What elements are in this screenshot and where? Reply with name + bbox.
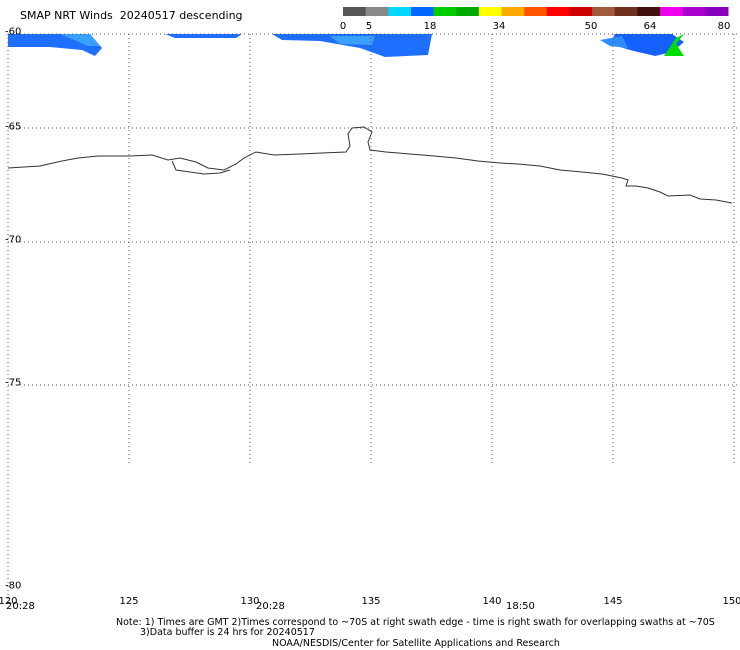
lat-label-65: -65 — [5, 121, 22, 133]
swath-right-green — [664, 34, 684, 56]
swath-left-light — [60, 34, 100, 46]
color-scale-bar — [343, 7, 729, 16]
lat-label-75: -75 — [5, 377, 22, 389]
scale-segment — [388, 7, 412, 16]
lat-label-60: -60 — [5, 26, 22, 38]
lon-label-130: 130 — [240, 596, 260, 607]
lat-label-80: -80 — [5, 580, 22, 592]
scale-segment — [410, 7, 435, 16]
lon-label-140: 140 — [482, 596, 502, 607]
scale-segment — [456, 7, 480, 16]
scale-label: 18 — [423, 21, 437, 32]
scale-segment — [501, 7, 525, 16]
scale-segment — [478, 7, 503, 16]
scale-label: 34 — [492, 21, 506, 32]
scale-segment — [569, 7, 593, 16]
lon-label-125: 125 — [119, 596, 139, 607]
swath-center — [272, 34, 432, 57]
swath-time-2: 20:28 — [256, 601, 285, 612]
lon-label-150: 150 — [722, 596, 740, 607]
map-title: SMAP NRT Winds 20240517 descending — [20, 9, 243, 22]
scale-segment — [660, 7, 684, 16]
swath-right-light — [600, 36, 628, 48]
scale-segment — [343, 7, 367, 16]
scale-segment — [682, 7, 706, 16]
wind-swaths — [8, 34, 684, 57]
coastline-bay — [171, 160, 231, 175]
note-line-3: NOAA/NESDIS/Center for Satellite Applica… — [272, 638, 560, 649]
lon-label-135: 135 — [361, 596, 381, 607]
scale-label: 5 — [365, 21, 373, 32]
scale-segment — [705, 7, 729, 16]
lon-label-145: 145 — [603, 596, 623, 607]
scale-label: 0 — [339, 21, 347, 32]
lon-label-120: 120 — [0, 596, 18, 607]
scale-label: 50 — [584, 21, 598, 32]
swath-time-1: 20:28 — [6, 601, 35, 612]
lat-label-70: -70 — [5, 234, 22, 246]
swath-time-3: 18:50 — [506, 601, 535, 612]
swath-center-left — [165, 34, 242, 38]
scale-segment — [365, 7, 389, 16]
scale-label: 64 — [643, 21, 657, 32]
swath-right — [610, 34, 684, 56]
note-line-2: 3)Data buffer is 24 hrs for 20240517 — [140, 627, 315, 638]
scale-label: 80 — [717, 21, 731, 32]
coastline — [7, 126, 733, 204]
scale-segment — [524, 7, 548, 16]
scale-segment — [592, 7, 616, 16]
graticule — [7, 33, 740, 600]
scale-segment — [433, 7, 457, 16]
swath-center-light — [330, 36, 375, 45]
scale-segment — [546, 7, 570, 16]
scale-segment — [637, 7, 661, 16]
note-line-1: Note: 1) Times are GMT 2)Times correspon… — [116, 617, 715, 628]
scale-segment — [614, 7, 638, 16]
